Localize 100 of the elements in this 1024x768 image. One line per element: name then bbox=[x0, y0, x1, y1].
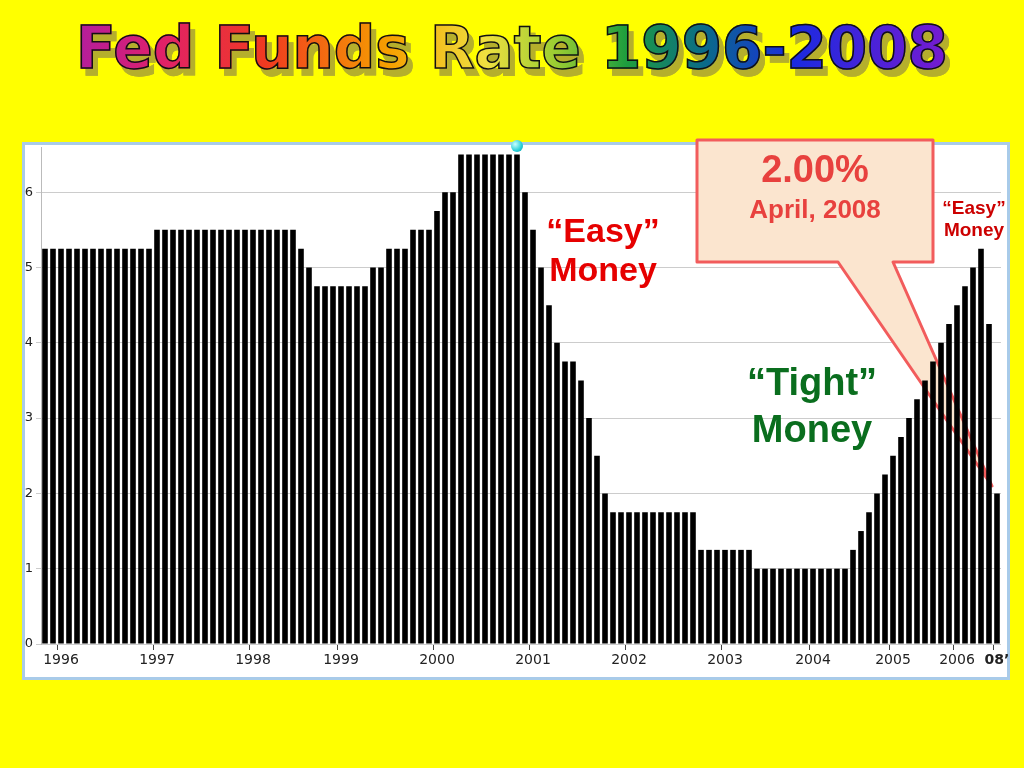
bar bbox=[474, 154, 480, 644]
bar bbox=[498, 154, 504, 644]
bar bbox=[490, 154, 496, 644]
bar bbox=[562, 361, 568, 644]
bar bbox=[186, 229, 192, 644]
x-tick-label: 1996 bbox=[43, 651, 79, 668]
bar bbox=[922, 380, 928, 644]
bar bbox=[554, 342, 560, 644]
bar bbox=[130, 248, 136, 644]
bar bbox=[826, 568, 832, 644]
bar bbox=[738, 549, 744, 644]
bar bbox=[234, 229, 240, 644]
bar bbox=[946, 323, 952, 644]
bar bbox=[378, 267, 384, 644]
bar bbox=[602, 493, 608, 644]
bar bbox=[866, 512, 872, 644]
bar bbox=[754, 568, 760, 644]
annotation: “Tight” Money bbox=[746, 361, 878, 451]
y-tick-label: 1 bbox=[24, 560, 33, 576]
bar bbox=[162, 229, 168, 644]
bar bbox=[898, 436, 904, 644]
y-tick-label: 0 bbox=[24, 635, 33, 651]
bar bbox=[226, 229, 232, 644]
x-tick-label: 08’ bbox=[984, 651, 1010, 668]
bar bbox=[426, 229, 432, 644]
bar bbox=[994, 493, 1000, 644]
bar bbox=[386, 248, 392, 644]
bar bbox=[66, 248, 72, 644]
bar bbox=[802, 568, 808, 644]
bar bbox=[122, 248, 128, 644]
bar bbox=[370, 267, 376, 644]
bar bbox=[346, 286, 352, 644]
y-tick-label: 2 bbox=[24, 484, 33, 500]
bar bbox=[954, 305, 960, 644]
bar bbox=[306, 267, 312, 644]
bar bbox=[906, 418, 912, 644]
bar bbox=[538, 267, 544, 644]
bar bbox=[146, 248, 152, 644]
chart-title: Fed Funds Rate 1996-2008 bbox=[72, 12, 952, 84]
bar bbox=[770, 568, 776, 644]
bar bbox=[402, 248, 408, 644]
bar bbox=[786, 568, 792, 644]
bar bbox=[418, 229, 424, 644]
bar bbox=[250, 229, 256, 644]
bar bbox=[578, 380, 584, 644]
bar bbox=[986, 323, 992, 644]
bar bbox=[642, 512, 648, 644]
bar bbox=[202, 229, 208, 644]
bar bbox=[298, 248, 304, 644]
bar bbox=[746, 549, 752, 644]
bar bbox=[330, 286, 336, 644]
bar bbox=[58, 248, 64, 644]
bar bbox=[858, 531, 864, 644]
annotation: “Easy” Money bbox=[546, 211, 660, 289]
bar bbox=[818, 568, 824, 644]
bar bbox=[258, 229, 264, 644]
bar bbox=[650, 512, 656, 644]
bar bbox=[618, 512, 624, 644]
bar bbox=[586, 418, 592, 644]
annotation: “Easy” Money bbox=[942, 197, 1006, 241]
bar bbox=[314, 286, 320, 644]
bar bbox=[706, 549, 712, 644]
bar bbox=[98, 248, 104, 644]
y-tick-label: 3 bbox=[24, 409, 33, 425]
bar bbox=[114, 248, 120, 644]
bar bbox=[450, 192, 456, 644]
bar bbox=[74, 248, 80, 644]
bar bbox=[794, 568, 800, 644]
bar bbox=[90, 248, 96, 644]
bar bbox=[482, 154, 488, 644]
bar bbox=[434, 211, 440, 644]
bar bbox=[882, 474, 888, 644]
x-tick-label: 2006 bbox=[939, 651, 975, 668]
bar bbox=[634, 512, 640, 644]
bar bbox=[210, 229, 216, 644]
x-tick-label: 1997 bbox=[139, 651, 175, 668]
bar bbox=[170, 229, 176, 644]
bar bbox=[194, 229, 200, 644]
bar bbox=[322, 286, 328, 644]
bar bbox=[82, 248, 88, 644]
bar bbox=[890, 455, 896, 644]
bar bbox=[674, 512, 680, 644]
bar bbox=[834, 568, 840, 644]
bar bbox=[442, 192, 448, 644]
bar bbox=[914, 399, 920, 644]
bar bbox=[242, 229, 248, 644]
bar bbox=[722, 549, 728, 644]
bar bbox=[42, 248, 48, 644]
bar bbox=[698, 549, 704, 644]
bar bbox=[506, 154, 512, 644]
bar bbox=[778, 568, 784, 644]
bar bbox=[138, 248, 144, 644]
bar bbox=[290, 229, 296, 644]
x-tick-label: 2004 bbox=[795, 651, 831, 668]
bar bbox=[690, 512, 696, 644]
x-tick-label: 1999 bbox=[323, 651, 359, 668]
bar bbox=[962, 286, 968, 644]
bar bbox=[394, 248, 400, 644]
bar bbox=[938, 342, 944, 644]
bar bbox=[154, 229, 160, 644]
